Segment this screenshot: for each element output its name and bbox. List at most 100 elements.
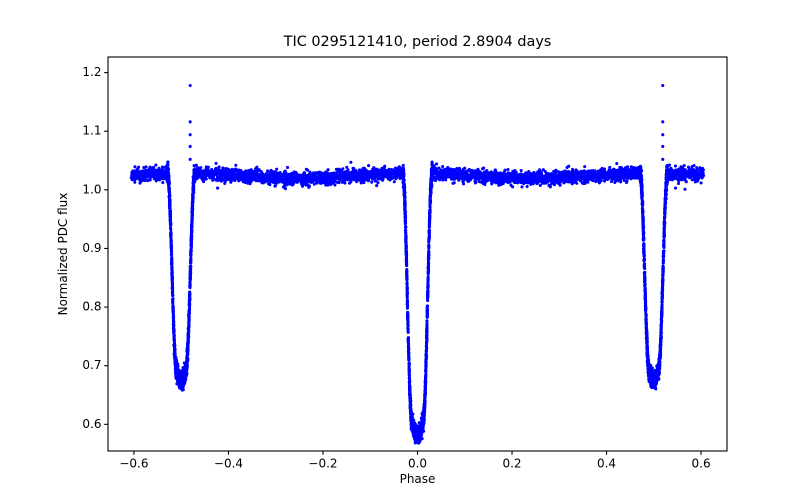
data-point [406,330,410,334]
x-tick-label: −0.2 [308,456,337,470]
data-point [434,162,439,166]
data-point [424,345,429,349]
data-point [441,165,445,169]
data-point [692,164,696,168]
data-point [144,165,148,169]
data-point [307,185,311,189]
data-point [424,349,428,353]
data-point [160,165,165,169]
data-point [403,205,407,209]
data-point [343,181,347,185]
x-tick-label: −0.4 [214,456,243,470]
data-point [503,168,507,172]
data-point [615,162,619,166]
x-tick-label: 0.2 [502,456,521,470]
data-point [404,225,408,230]
data-point [405,277,409,281]
data-point [217,165,221,169]
x-tick-label: −0.6 [119,456,148,470]
x-axis-label: Phase [399,472,436,486]
data-point [558,183,562,187]
data-point [452,181,456,185]
data-point [406,320,410,324]
y-tick-label: 0.7 [82,358,101,372]
data-point [403,229,408,233]
data-point [423,376,428,380]
data-point [425,319,429,323]
data-point [428,205,432,209]
data-point [575,181,579,185]
data-point [619,180,623,184]
data-point [214,161,218,165]
data-point [375,184,379,188]
data-point [482,166,486,170]
data-point [405,291,409,296]
x-tick-label: 0.0 [408,456,427,470]
data-point [677,179,681,183]
data-point [346,168,350,172]
data-point [154,179,158,183]
data-point [427,236,431,240]
data-point [275,167,279,171]
data-point [234,163,238,167]
data-point [603,167,607,171]
data-point [407,351,411,356]
data-point [407,363,411,367]
data-point [283,187,287,191]
y-tick-label: 0.9 [82,241,101,255]
data-point [146,179,150,183]
data-point [474,180,478,184]
chart-title: TIC 0295121410, period 2.8904 days [283,34,552,50]
data-point [525,184,529,189]
y-tick-label: 0.6 [82,417,101,431]
data-point [427,216,432,220]
data-point [266,169,270,173]
data-point [312,182,316,186]
data-point [571,167,575,172]
y-tick-label: 1.1 [82,124,101,138]
data-point [403,220,407,224]
data-point [302,171,307,175]
data-point [204,177,208,181]
data-point [367,164,371,168]
data-point [268,183,272,187]
data-point [383,164,387,168]
data-point [548,185,552,189]
data-point [405,280,409,285]
data-point-cloud [129,83,706,445]
data-point [426,282,430,286]
data-point [583,165,587,169]
data-point [463,166,467,170]
data-point [148,178,152,182]
data-point [211,178,215,182]
data-point [520,185,524,189]
data-point [370,180,374,184]
data-point [376,181,380,185]
data-point [326,168,330,172]
data-point [599,179,603,183]
data-point [511,185,515,189]
data-point [608,165,612,170]
data-point [306,168,310,172]
data-point [702,174,706,178]
data-point [333,183,337,187]
data-point [206,165,210,169]
data-point [161,180,165,185]
y-tick-label: 0.8 [82,300,101,314]
data-point [625,179,629,183]
data-point [220,176,224,180]
data-point [520,172,524,176]
data-point [401,163,405,167]
data-point [133,165,137,169]
data-point [341,167,345,171]
data-point [519,168,523,173]
data-point [682,164,686,168]
data-point [133,180,137,184]
data-point [426,286,430,290]
y-tick-label: 1.0 [82,182,101,196]
data-point [695,168,699,172]
data-point [161,168,165,172]
x-tick-label: 0.6 [692,456,711,470]
